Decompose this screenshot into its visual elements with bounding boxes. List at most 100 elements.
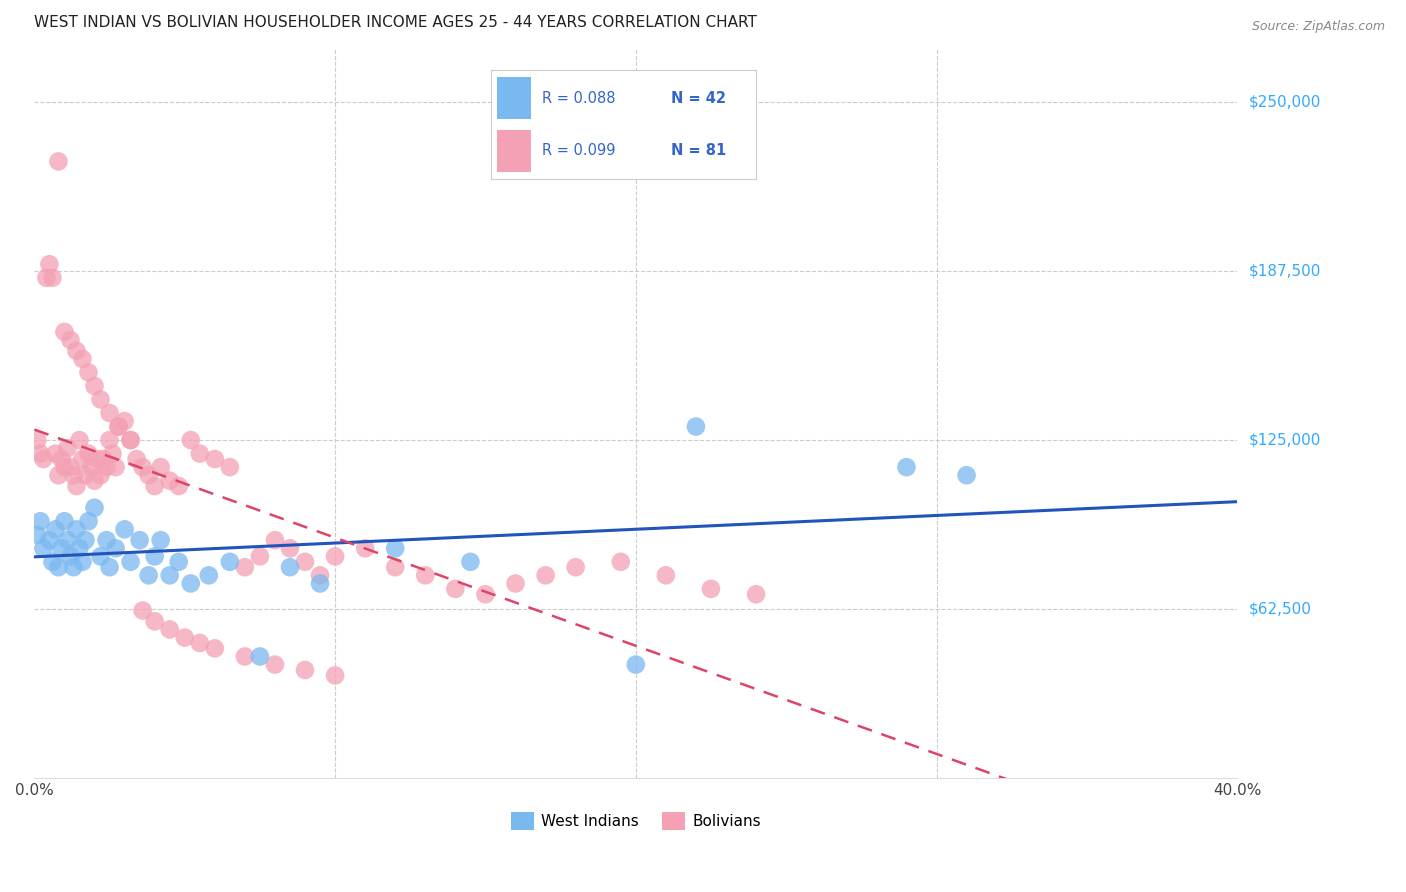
Point	[249, 549, 271, 564]
Point	[75, 468, 97, 483]
Point	[30, 447, 52, 461]
Point	[69, 541, 91, 556]
Point	[27, 528, 49, 542]
Point	[30, 514, 52, 528]
Point	[77, 514, 100, 528]
Point	[309, 576, 332, 591]
Point	[278, 541, 301, 556]
Text: $125,000: $125,000	[1249, 433, 1320, 448]
Point	[53, 460, 76, 475]
Point	[249, 649, 271, 664]
Point	[143, 549, 166, 564]
Point	[120, 433, 142, 447]
Point	[72, 351, 94, 366]
Point	[204, 452, 226, 467]
Point	[77, 366, 100, 380]
Point	[44, 447, 66, 461]
Point	[114, 522, 136, 536]
Point	[41, 270, 63, 285]
Point	[104, 460, 127, 475]
Point	[48, 154, 70, 169]
Point	[120, 555, 142, 569]
Point	[86, 452, 108, 467]
Point	[38, 257, 60, 271]
Point	[323, 668, 346, 682]
Point	[204, 641, 226, 656]
Text: $62,500: $62,500	[1249, 601, 1312, 616]
Point	[460, 555, 482, 569]
Point	[197, 568, 219, 582]
Point	[48, 560, 70, 574]
Point	[62, 468, 84, 483]
Point	[294, 663, 316, 677]
Point	[159, 623, 181, 637]
Point	[955, 468, 977, 483]
Point	[143, 615, 166, 629]
Point	[149, 460, 172, 475]
Point	[149, 533, 172, 548]
Point	[59, 333, 82, 347]
Point	[233, 649, 256, 664]
Point	[180, 433, 202, 447]
Point	[90, 392, 112, 407]
Point	[56, 441, 79, 455]
Point	[56, 533, 79, 548]
Point	[59, 549, 82, 564]
Point	[98, 560, 121, 574]
Point	[72, 555, 94, 569]
Point	[83, 500, 105, 515]
Point	[51, 452, 73, 467]
Point	[610, 555, 633, 569]
Point	[384, 560, 406, 574]
Point	[534, 568, 557, 582]
Point	[83, 379, 105, 393]
Point	[125, 452, 148, 467]
Point	[80, 460, 103, 475]
Point	[233, 560, 256, 574]
Point	[188, 636, 211, 650]
Point	[218, 555, 240, 569]
Point	[104, 541, 127, 556]
Point	[65, 343, 87, 358]
Point	[264, 657, 287, 672]
Legend: West Indians, Bolivians: West Indians, Bolivians	[505, 805, 768, 837]
Point	[51, 541, 73, 556]
Point	[90, 468, 112, 483]
Point	[98, 433, 121, 447]
Point	[107, 419, 129, 434]
Point	[44, 522, 66, 536]
Point	[90, 549, 112, 564]
Point	[354, 541, 377, 556]
Point	[167, 479, 190, 493]
Point	[53, 514, 76, 528]
Point	[83, 474, 105, 488]
Point	[159, 474, 181, 488]
Point	[896, 460, 918, 475]
Point	[180, 576, 202, 591]
Point	[69, 433, 91, 447]
Point	[41, 555, 63, 569]
Point	[218, 460, 240, 475]
Text: $187,500: $187,500	[1249, 263, 1320, 278]
Point	[48, 468, 70, 483]
Point	[564, 560, 586, 574]
Point	[131, 460, 153, 475]
Point	[384, 541, 406, 556]
Point	[745, 587, 768, 601]
Point	[143, 479, 166, 493]
Point	[98, 406, 121, 420]
Point	[77, 447, 100, 461]
Point	[65, 479, 87, 493]
Point	[323, 549, 346, 564]
Point	[128, 533, 150, 548]
Point	[505, 576, 527, 591]
Point	[62, 560, 84, 574]
Point	[278, 560, 301, 574]
Point	[309, 568, 332, 582]
Point	[167, 555, 190, 569]
Text: Source: ZipAtlas.com: Source: ZipAtlas.com	[1251, 20, 1385, 33]
Point	[188, 447, 211, 461]
Point	[96, 460, 118, 475]
Point	[685, 419, 707, 434]
Point	[32, 452, 55, 467]
